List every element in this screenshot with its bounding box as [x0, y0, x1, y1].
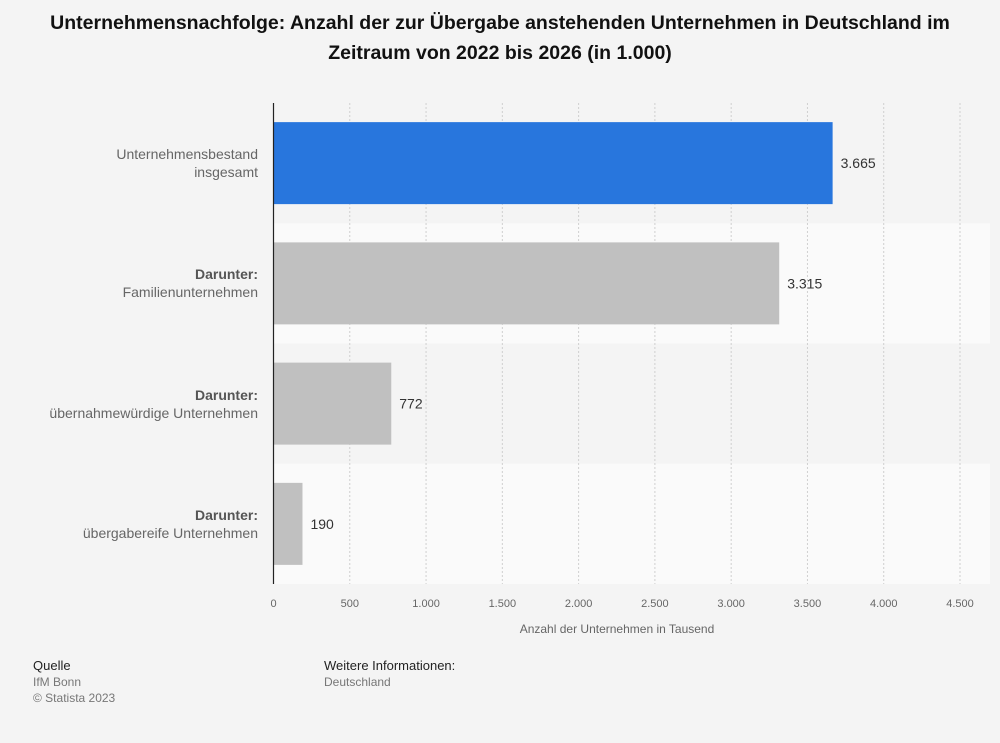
data-label: 3.315 [787, 275, 822, 291]
category-label: Darunter: übernahmewürdige Unternehmen [18, 386, 258, 422]
x-tick-label: 4.500 [946, 598, 974, 610]
category-label: Unternehmensbestand insgesamt [18, 145, 258, 181]
x-tick-label: 3.500 [794, 598, 822, 610]
copyright-line: © Statista 2023 [33, 691, 116, 705]
row-band [273, 463, 990, 584]
source-heading: Quelle [33, 658, 71, 673]
category-text: übergabereife Unternehmen [82, 524, 258, 541]
info-heading: Weitere Informationen: [324, 658, 456, 673]
x-tick-label: 4.000 [870, 598, 898, 610]
x-tick-label: 500 [341, 598, 359, 610]
category-text: übernahmewürdige Unternehmen [49, 404, 258, 421]
data-label: 3.665 [841, 155, 876, 171]
data-label: 190 [310, 516, 334, 532]
data-label: 772 [399, 396, 423, 412]
bar[interactable] [273, 242, 780, 325]
bar[interactable] [273, 482, 303, 565]
category-prefix: Darunter: [194, 506, 258, 523]
category-text: Unternehmensbestand insgesamt [116, 146, 258, 181]
info-block: Weitere Informationen: Deutschland [324, 658, 455, 690]
x-tick-label: 1.000 [412, 598, 440, 610]
x-tick-label: 2.000 [565, 598, 593, 610]
source-block: Quelle IfM Bonn © Statista 2023 [33, 658, 115, 706]
x-tick-label: 2.500 [641, 598, 669, 610]
x-tick-label: 3.000 [717, 598, 745, 610]
category-text: Familienunternehmen [122, 284, 258, 301]
info-line: Deutschland [324, 675, 391, 689]
x-tick-label: 0 [270, 598, 276, 610]
x-tick-label: 1.500 [489, 598, 517, 610]
x-axis-label: Anzahl der Unternehmen in Tausend [520, 622, 715, 636]
source-line: IfM Bonn [33, 675, 82, 689]
category-label: Darunter: übergabereife Unternehmen [18, 506, 258, 542]
chart-title: Unternehmensnachfolge: Anzahl der zur Üb… [50, 12, 950, 64]
bar[interactable] [273, 362, 392, 445]
category-prefix: Darunter: [194, 386, 258, 403]
bar[interactable] [273, 122, 833, 205]
category-label: Darunter: Familienunternehmen [18, 265, 258, 301]
category-prefix: Darunter: [194, 266, 258, 283]
